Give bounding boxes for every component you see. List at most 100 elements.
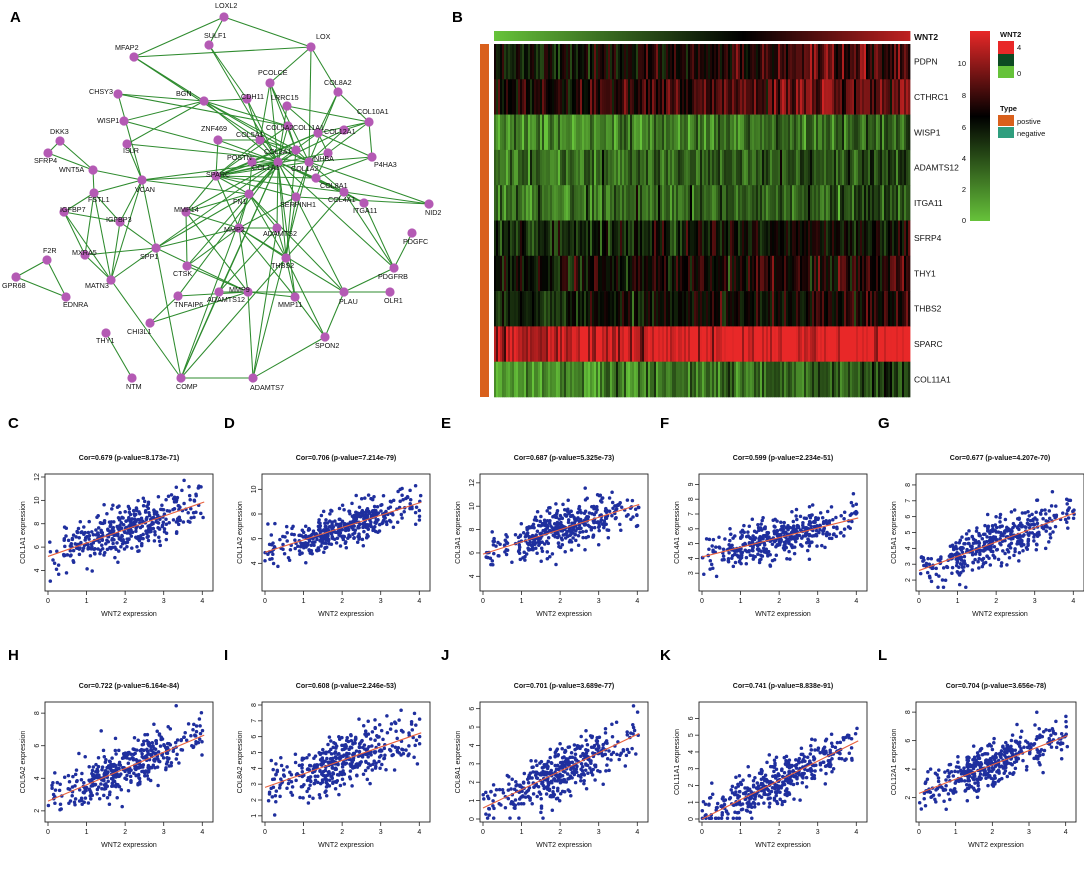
heatmap-cell <box>724 291 727 327</box>
heatmap-cell <box>716 220 719 257</box>
heatmap-cell <box>702 326 705 362</box>
heatmap-cell <box>570 185 573 221</box>
heatmap-wnt2-cell <box>640 31 643 41</box>
scatter-point <box>554 502 558 506</box>
heatmap-cell <box>578 220 581 257</box>
heatmap-cell <box>682 44 685 80</box>
heatmap-cell <box>672 114 675 151</box>
scatter-point <box>558 545 563 550</box>
scatter-point <box>775 532 780 536</box>
heatmap-cell <box>522 291 525 327</box>
heatmap-cell <box>536 291 539 327</box>
heatmap-cell <box>890 220 893 257</box>
scatter-point <box>51 558 55 562</box>
heatmap-cell <box>600 291 603 327</box>
heatmap-wnt2-cell <box>658 31 661 41</box>
heatmap-cell <box>672 255 675 292</box>
scatter-point <box>977 533 981 538</box>
scatter-point <box>792 545 797 549</box>
heatmap-cell <box>576 255 579 292</box>
heatmap-cell <box>548 220 551 257</box>
scatter-point <box>124 519 128 523</box>
heatmap-cell <box>852 149 855 186</box>
scatter-point <box>626 513 630 517</box>
heatmap-cell <box>810 361 813 398</box>
scatter-point <box>737 559 742 564</box>
heatmap-cell <box>630 361 633 398</box>
scatter-point <box>342 521 347 526</box>
scatter-frame <box>261 473 431 592</box>
heatmap-cell <box>572 255 575 292</box>
heatmap-cell <box>584 255 587 292</box>
heatmap-cell <box>794 185 797 221</box>
scatter-point <box>63 544 67 549</box>
heatmap-cell <box>536 326 539 362</box>
heatmap-wnt2-cell <box>646 31 649 41</box>
network-node-col5a1 <box>255 135 265 145</box>
network-node-col11a1 <box>313 128 323 138</box>
heatmap-wnt2-cell <box>574 31 577 41</box>
heatmap-cell <box>698 220 701 257</box>
heatmap-cell <box>888 255 891 292</box>
heatmap-cell <box>586 326 589 362</box>
heatmap-cell <box>660 44 663 80</box>
heatmap-cell <box>498 326 501 362</box>
heatmap-cell <box>538 255 541 292</box>
scatter-point <box>635 513 639 517</box>
heatmap-cell <box>500 44 503 80</box>
heatmap-cell <box>552 326 555 362</box>
heatmap-cell <box>570 255 573 292</box>
network-label-ctsk: CTSK <box>173 269 192 278</box>
heatmap-cell <box>868 326 871 362</box>
heatmap-cell <box>616 255 619 292</box>
scatter-point <box>374 508 378 513</box>
scatter-point <box>989 528 993 533</box>
heatmap-wnt2-cell <box>524 31 527 41</box>
heatmap-cell <box>514 149 517 186</box>
scatter-point <box>266 522 270 526</box>
scatter-point <box>990 536 995 540</box>
heatmap-cell <box>704 79 707 115</box>
heatmap-cell <box>898 44 901 80</box>
heatmap-wnt2-cell <box>714 31 717 41</box>
scatter-point <box>545 523 549 527</box>
heatmap-cell <box>574 44 577 80</box>
heatmap-wnt2-cell <box>656 31 659 41</box>
network-label-pdgfrb: PDGFRB <box>378 272 408 281</box>
scatter-point <box>310 532 315 536</box>
network-node-lox <box>306 42 316 52</box>
heatmap-cell <box>712 361 715 398</box>
network-node-matn3 <box>106 275 116 285</box>
scatter-point <box>1066 516 1071 520</box>
heatmap-cell <box>820 220 823 257</box>
heatmap-cell <box>754 114 757 151</box>
scatter-point <box>822 527 826 531</box>
scatter-point <box>820 543 824 548</box>
scatter-point <box>804 516 809 521</box>
heatmap-cell <box>626 220 629 257</box>
scatter-point <box>604 510 609 514</box>
heatmap-cell <box>596 185 599 221</box>
scatter-point <box>957 541 962 545</box>
scatter-point <box>1050 490 1055 494</box>
scatter-point <box>560 542 565 547</box>
scatter-point <box>999 564 1004 568</box>
heatmap-cell <box>616 185 619 221</box>
heatmap-cell <box>610 255 613 292</box>
y-axis-label: COL1A2 expression <box>237 501 244 564</box>
heatmap-cell <box>788 291 791 327</box>
heatmap-cell <box>556 44 559 80</box>
heatmap-cell <box>726 79 729 115</box>
scatter-point <box>555 524 560 529</box>
heatmap-cell <box>884 185 887 221</box>
heatmap-cell <box>788 185 791 221</box>
legend-type-positive-label: postive <box>1017 117 1041 126</box>
network-label-nid2: NID2 <box>425 208 441 217</box>
scatter-point <box>798 514 803 519</box>
heatmap-cell <box>530 326 533 362</box>
heatmap-cell <box>532 361 535 398</box>
scatter-point <box>318 524 323 528</box>
scatter-point <box>62 775 67 780</box>
heatmap-cell <box>706 149 709 186</box>
